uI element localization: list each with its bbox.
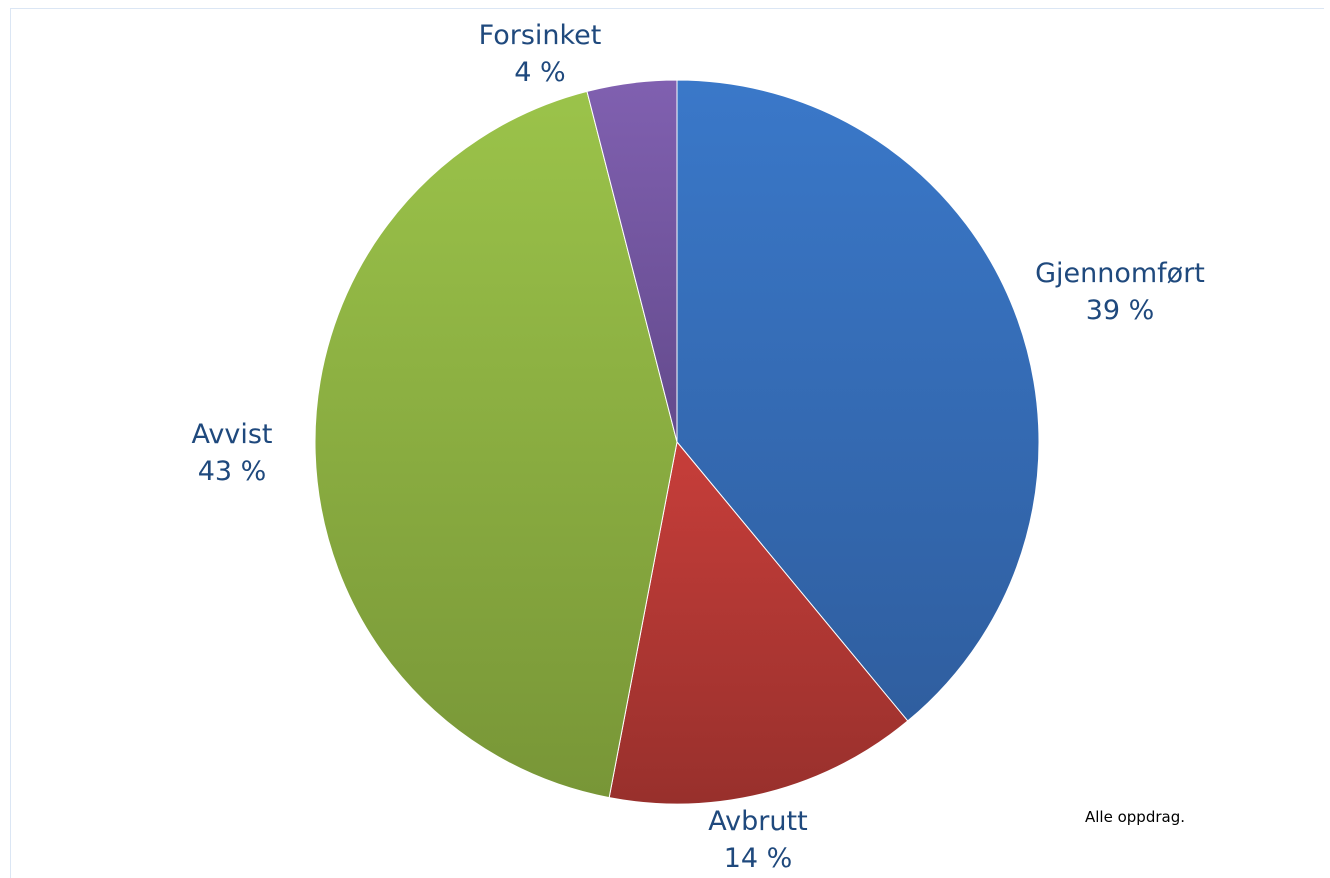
slice-gjennomf-rt bbox=[676, 79, 1040, 722]
slice-label-value: 39 % bbox=[1086, 295, 1155, 326]
slice-label-name: Gjennomført bbox=[1035, 258, 1205, 289]
slice-labels: Gjennomført 39 % Avbrutt 14 % Avvist 43 % Fors… bbox=[192, 20, 1205, 874]
chart-note: Alle oppdrag. bbox=[1085, 808, 1185, 826]
slice-label-value: 4 % bbox=[514, 57, 565, 88]
pie-slices bbox=[314, 79, 1040, 805]
slice-avbrutt bbox=[608, 440, 909, 805]
chart-frame bbox=[10, 8, 1324, 878]
slice-label-value: 14 % bbox=[724, 843, 793, 874]
slice-avvist bbox=[314, 90, 678, 799]
slice-label-name: Forsinket bbox=[479, 20, 602, 51]
slice-label-name: Avvist bbox=[192, 419, 273, 450]
slice-label-name: Avbrutt bbox=[708, 806, 807, 837]
slice-forsinket bbox=[586, 79, 678, 443]
slice-label-value: 43 % bbox=[198, 456, 267, 487]
